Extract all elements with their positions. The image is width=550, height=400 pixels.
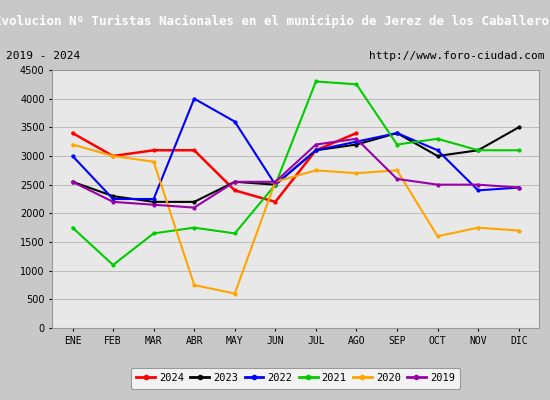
Legend: 2024, 2023, 2022, 2021, 2020, 2019: 2024, 2023, 2022, 2021, 2020, 2019	[131, 368, 460, 388]
Text: 2019 - 2024: 2019 - 2024	[6, 51, 80, 61]
Text: Evolucion Nº Turistas Nacionales en el municipio de Jerez de los Caballeros: Evolucion Nº Turistas Nacionales en el m…	[0, 14, 550, 28]
Text: http://www.foro-ciudad.com: http://www.foro-ciudad.com	[369, 51, 544, 61]
